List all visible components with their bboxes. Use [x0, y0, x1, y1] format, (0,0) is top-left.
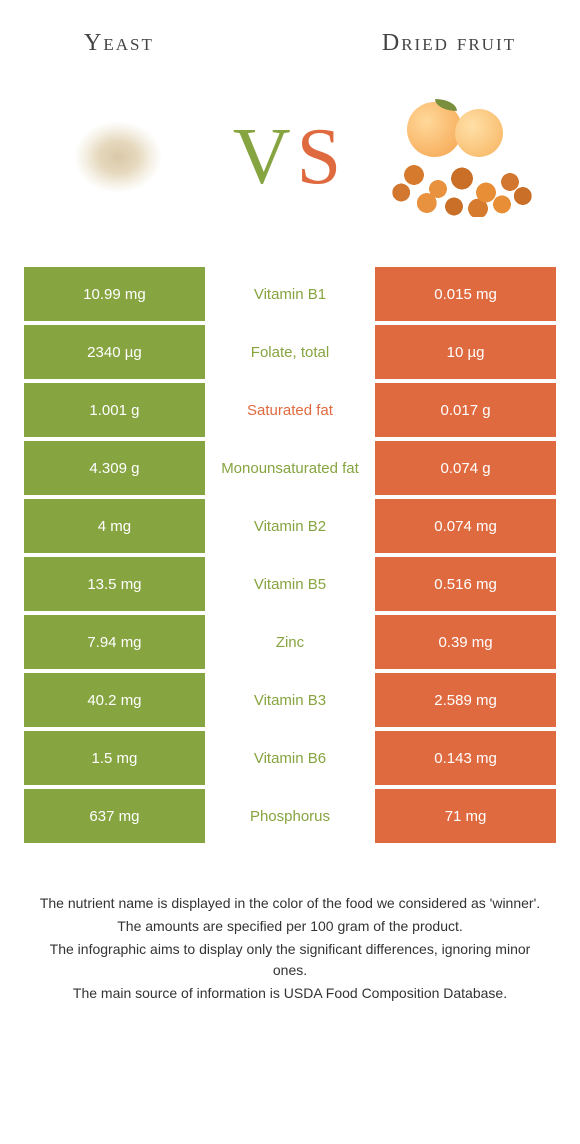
nutrient-name-cell: Vitamin B2: [205, 499, 375, 553]
nutrient-name-cell: Vitamin B6: [205, 731, 375, 785]
footer-line: The amounts are specified per 100 gram o…: [34, 916, 546, 937]
right-value-cell: 0.39 mg: [375, 615, 556, 669]
vs-label: VS: [233, 112, 347, 203]
nutrient-name-cell: Vitamin B3: [205, 673, 375, 727]
left-food-image: [28, 87, 208, 227]
table-row: 4.309 gMonounsaturated fat0.074 g: [24, 441, 556, 495]
nutrient-name-cell: Folate, total: [205, 325, 375, 379]
nutrient-name-cell: Phosphorus: [205, 789, 375, 843]
infographic-container: Yeast Dried fruit VS 10.99 mgVitamin B10…: [0, 0, 580, 1026]
left-value-cell: 4.309 g: [24, 441, 205, 495]
right-food-title: Dried fruit: [382, 30, 516, 57]
footer-notes: The nutrient name is displayed in the co…: [24, 893, 556, 1004]
right-value-cell: 2.589 mg: [375, 673, 556, 727]
table-row: 1.001 gSaturated fat0.017 g: [24, 383, 556, 437]
yeast-illustration: [48, 97, 188, 217]
right-value-cell: 71 mg: [375, 789, 556, 843]
right-food-image: [372, 87, 552, 227]
header-row: Yeast Dried fruit: [24, 20, 556, 87]
vs-v-letter: V: [233, 112, 297, 203]
left-value-cell: 7.94 mg: [24, 615, 205, 669]
left-value-cell: 637 mg: [24, 789, 205, 843]
nutrient-name-cell: Monounsaturated fat: [205, 441, 375, 495]
table-row: 2340 µgFolate, total10 µg: [24, 325, 556, 379]
table-row: 637 mgPhosphorus71 mg: [24, 789, 556, 843]
table-row: 13.5 mgVitamin B50.516 mg: [24, 557, 556, 611]
nutrient-name-cell: Zinc: [205, 615, 375, 669]
table-row: 1.5 mgVitamin B60.143 mg: [24, 731, 556, 785]
table-row: 10.99 mgVitamin B10.015 mg: [24, 267, 556, 321]
nutrient-name-cell: Vitamin B1: [205, 267, 375, 321]
table-row: 40.2 mgVitamin B32.589 mg: [24, 673, 556, 727]
right-value-cell: 10 µg: [375, 325, 556, 379]
right-value-cell: 0.143 mg: [375, 731, 556, 785]
table-row: 4 mgVitamin B20.074 mg: [24, 499, 556, 553]
hero-row: VS: [24, 87, 556, 267]
nutrient-name-cell: Vitamin B5: [205, 557, 375, 611]
table-row: 7.94 mgZinc0.39 mg: [24, 615, 556, 669]
footer-line: The infographic aims to display only the…: [34, 939, 546, 981]
footer-line: The nutrient name is displayed in the co…: [34, 893, 546, 914]
nutrient-table: 10.99 mgVitamin B10.015 mg2340 µgFolate,…: [24, 267, 556, 843]
left-value-cell: 10.99 mg: [24, 267, 205, 321]
left-value-cell: 4 mg: [24, 499, 205, 553]
right-value-cell: 0.074 mg: [375, 499, 556, 553]
left-value-cell: 40.2 mg: [24, 673, 205, 727]
footer-line: The main source of information is USDA F…: [34, 983, 546, 1004]
left-value-cell: 1.001 g: [24, 383, 205, 437]
left-value-cell: 13.5 mg: [24, 557, 205, 611]
vs-s-letter: S: [297, 112, 348, 203]
left-food-title: Yeast: [84, 30, 154, 57]
right-value-cell: 0.516 mg: [375, 557, 556, 611]
dried-fruit-illustration: [377, 97, 547, 217]
left-value-cell: 2340 µg: [24, 325, 205, 379]
right-value-cell: 0.015 mg: [375, 267, 556, 321]
nutrient-name-cell: Saturated fat: [205, 383, 375, 437]
right-value-cell: 0.017 g: [375, 383, 556, 437]
right-value-cell: 0.074 g: [375, 441, 556, 495]
left-value-cell: 1.5 mg: [24, 731, 205, 785]
